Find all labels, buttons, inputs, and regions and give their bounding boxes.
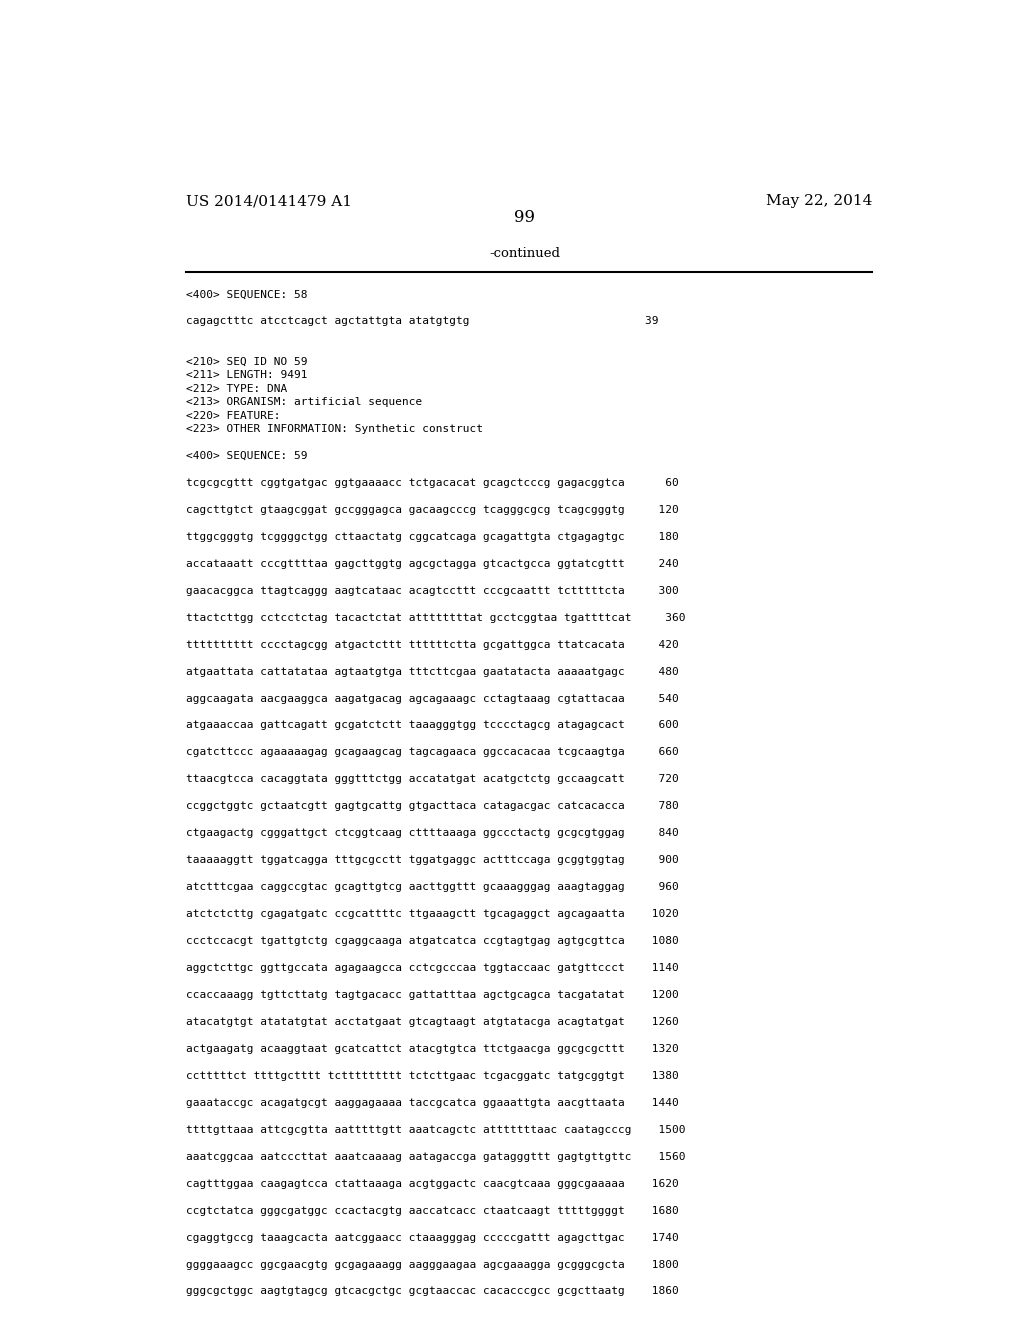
Text: atctttcgaa caggccgtac gcagttgtcg aacttggttt gcaaagggag aaagtaggag     960: atctttcgaa caggccgtac gcagttgtcg aacttgg… xyxy=(186,882,679,892)
Text: actgaagatg acaaggtaat gcatcattct atacgtgtca ttctgaacga ggcgcgcttt    1320: actgaagatg acaaggtaat gcatcattct atacgtg… xyxy=(186,1044,679,1053)
Text: tcgcgcgttt cggtgatgac ggtgaaaacc tctgacacat gcagctcccg gagacggtca      60: tcgcgcgttt cggtgatgac ggtgaaaacc tctgaca… xyxy=(186,478,679,488)
Text: gggcgctggc aagtgtagcg gtcacgctgc gcgtaaccac cacacccgcc gcgcttaatg    1860: gggcgctggc aagtgtagcg gtcacgctgc gcgtaac… xyxy=(186,1287,679,1296)
Text: ccaccaaagg tgttcttatg tagtgacacc gattatttaa agctgcagca tacgatatat    1200: ccaccaaagg tgttcttatg tagtgacacc gattatt… xyxy=(186,990,679,1001)
Text: cctttttct ttttgctttt tcttttttttt tctcttgaac tcgacggatc tatgcggtgt    1380: cctttttct ttttgctttt tcttttttttt tctcttg… xyxy=(186,1071,679,1081)
Text: <213> ORGANISM: artificial sequence: <213> ORGANISM: artificial sequence xyxy=(186,397,422,407)
Text: <220> FEATURE:: <220> FEATURE: xyxy=(186,411,281,421)
Text: gaacacggca ttagtcaggg aagtcataac acagtccttt cccgcaattt tctttttcta     300: gaacacggca ttagtcaggg aagtcataac acagtcc… xyxy=(186,586,679,595)
Text: <400> SEQUENCE: 58: <400> SEQUENCE: 58 xyxy=(186,289,307,300)
Text: aggcaagata aacgaaggca aagatgacag agcagaaagc cctagtaaag cgtattacaa     540: aggcaagata aacgaaggca aagatgacag agcagaa… xyxy=(186,693,679,704)
Text: cgaggtgccg taaagcacta aatcggaacc ctaaagggag cccccgattt agagcttgac    1740: cgaggtgccg taaagcacta aatcggaacc ctaaagg… xyxy=(186,1233,679,1242)
Text: ccctccacgt tgattgtctg cgaggcaaga atgatcatca ccgtagtgag agtgcgttca    1080: ccctccacgt tgattgtctg cgaggcaaga atgatca… xyxy=(186,936,679,946)
Text: aaatcggcaa aatcccttat aaatcaaaag aatagaccga gatagggttt gagtgttgttc    1560: aaatcggcaa aatcccttat aaatcaaaag aatagac… xyxy=(186,1151,686,1162)
Text: <400> SEQUENCE: 59: <400> SEQUENCE: 59 xyxy=(186,451,307,461)
Text: 99: 99 xyxy=(514,209,536,226)
Text: <223> OTHER INFORMATION: Synthetic construct: <223> OTHER INFORMATION: Synthetic const… xyxy=(186,424,483,434)
Text: atgaattata cattatataa agtaatgtga tttcttcgaa gaatatacta aaaaatgagc     480: atgaattata cattatataa agtaatgtga tttcttc… xyxy=(186,667,679,677)
Text: <212> TYPE: DNA: <212> TYPE: DNA xyxy=(186,384,288,393)
Text: ttggcgggtg tcggggctgg cttaactatg cggcatcaga gcagattgta ctgagagtgc     180: ttggcgggtg tcggggctgg cttaactatg cggcatc… xyxy=(186,532,679,541)
Text: ggggaaagcc ggcgaacgtg gcgagaaagg aagggaagaa agcgaaagga gcgggcgcta    1800: ggggaaagcc ggcgaacgtg gcgagaaagg aagggaa… xyxy=(186,1259,679,1270)
Text: accataaatt cccgttttaa gagcttggtg agcgctagga gtcactgcca ggtatcgttt     240: accataaatt cccgttttaa gagcttggtg agcgcta… xyxy=(186,558,679,569)
Text: cagagctttc atcctcagct agctattgta atatgtgtg                          39: cagagctttc atcctcagct agctattgta atatgtg… xyxy=(186,317,658,326)
Text: ccggctggtc gctaatcgtt gagtgcattg gtgacttaca catagacgac catcacacca     780: ccggctggtc gctaatcgtt gagtgcattg gtgactt… xyxy=(186,801,679,812)
Text: atctctcttg cgagatgatc ccgcattttc ttgaaagctt tgcagaggct agcagaatta    1020: atctctcttg cgagatgatc ccgcattttc ttgaaag… xyxy=(186,909,679,919)
Text: ttactcttgg cctcctctag tacactctat attttttttat gcctcggtaa tgattttcat     360: ttactcttgg cctcctctag tacactctat atttttt… xyxy=(186,612,686,623)
Text: gaaataccgc acagatgcgt aaggagaaaa taccgcatca ggaaattgta aacgttaata    1440: gaaataccgc acagatgcgt aaggagaaaa taccgca… xyxy=(186,1098,679,1107)
Text: US 2014/0141479 A1: US 2014/0141479 A1 xyxy=(186,194,352,209)
Text: atacatgtgt atatatgtat acctatgaat gtcagtaagt atgtatacga acagtatgat    1260: atacatgtgt atatatgtat acctatgaat gtcagta… xyxy=(186,1016,679,1027)
Text: ttttgttaaa attcgcgtta aatttttgtt aaatcagctc atttttttaac caatagcccg    1500: ttttgttaaa attcgcgtta aatttttgtt aaatcag… xyxy=(186,1125,686,1135)
Text: <211> LENGTH: 9491: <211> LENGTH: 9491 xyxy=(186,370,307,380)
Text: ccgtctatca gggcgatggc ccactacgtg aaccatcacc ctaatcaagt tttttggggt    1680: ccgtctatca gggcgatggc ccactacgtg aaccatc… xyxy=(186,1205,679,1216)
Text: May 22, 2014: May 22, 2014 xyxy=(766,194,872,209)
Text: cagtttggaa caagagtcca ctattaaaga acgtggactc caacgtcaaa gggcgaaaaa    1620: cagtttggaa caagagtcca ctattaaaga acgtgga… xyxy=(186,1179,679,1188)
Text: aggctcttgc ggttgccata agagaagcca cctcgcccaa tggtaccaac gatgttccct    1140: aggctcttgc ggttgccata agagaagcca cctcgcc… xyxy=(186,964,679,973)
Text: tttttttttt cccctagcgg atgactcttt ttttttctta gcgattggca ttatcacata     420: tttttttttt cccctagcgg atgactcttt ttttttc… xyxy=(186,640,679,649)
Text: ctgaagactg cgggattgct ctcggtcaag cttttaaaga ggccctactg gcgcgtggag     840: ctgaagactg cgggattgct ctcggtcaag cttttaa… xyxy=(186,829,679,838)
Text: ttaacgtcca cacaggtata gggtttctgg accatatgat acatgctctg gccaagcatt     720: ttaacgtcca cacaggtata gggtttctgg accatat… xyxy=(186,775,679,784)
Text: <210> SEQ ID NO 59: <210> SEQ ID NO 59 xyxy=(186,356,307,367)
Text: cagcttgtct gtaagcggat gccgggagca gacaagcccg tcagggcgcg tcagcgggtg     120: cagcttgtct gtaagcggat gccgggagca gacaagc… xyxy=(186,506,679,515)
Text: atgaaaccaa gattcagatt gcgatctctt taaagggtgg tcccctagcg atagagcact     600: atgaaaccaa gattcagatt gcgatctctt taaaggg… xyxy=(186,721,679,730)
Text: cgatcttccc agaaaaagag gcagaagcag tagcagaaca ggccacacaa tcgcaagtga     660: cgatcttccc agaaaaagag gcagaagcag tagcaga… xyxy=(186,747,679,758)
Text: -continued: -continued xyxy=(489,247,560,260)
Text: taaaaaggtt tggatcagga tttgcgcctt tggatgaggc actttccaga gcggtggtag     900: taaaaaggtt tggatcagga tttgcgcctt tggatga… xyxy=(186,855,679,865)
